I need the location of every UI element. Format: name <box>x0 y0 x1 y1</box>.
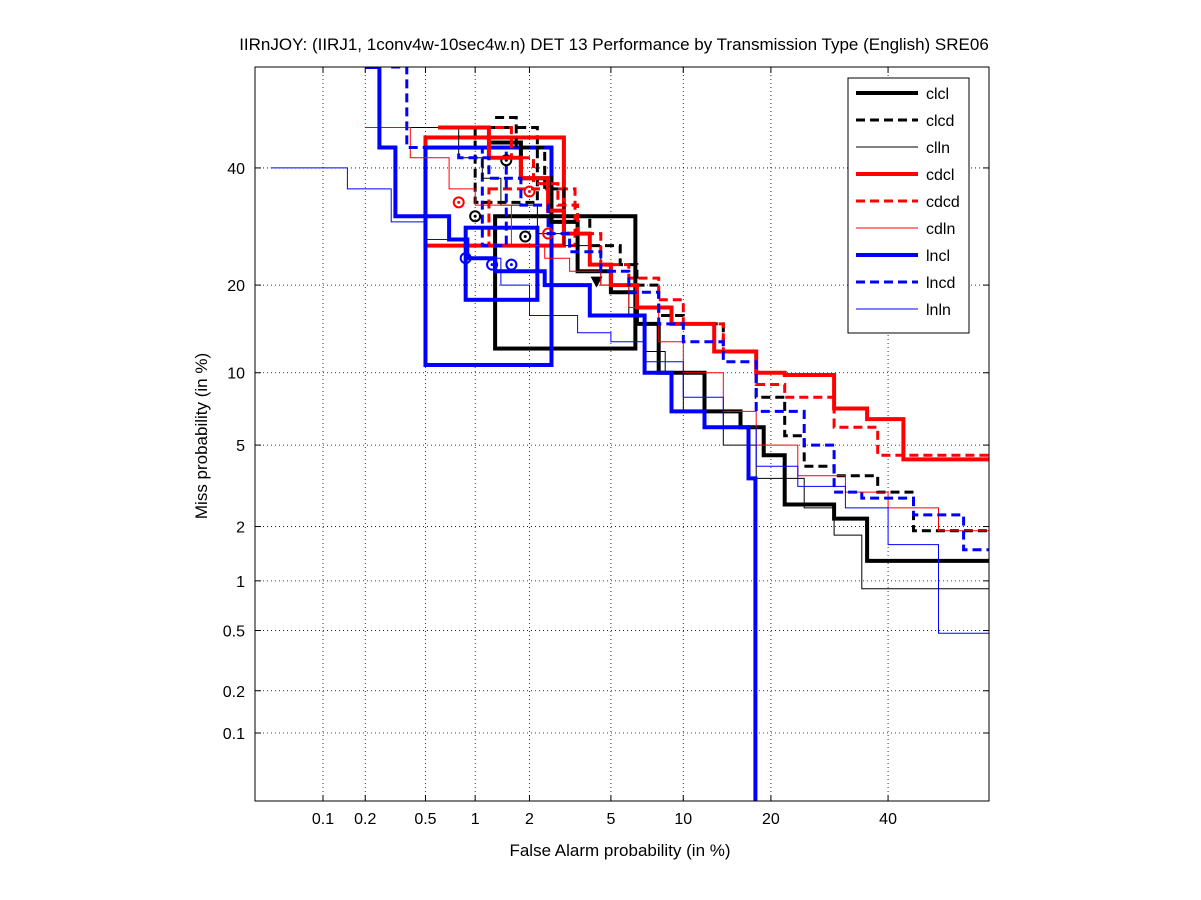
eer-marker-clcl <box>590 276 603 288</box>
y-axis-label: Miss probability (in %) <box>192 353 211 519</box>
dcf-point-center-lncl <box>464 256 468 260</box>
dcf-point-cdcd <box>523 185 536 198</box>
dcf-point-center-clcl <box>523 235 527 239</box>
y-tick-label: 0.2 <box>223 684 245 701</box>
dcf-point-lncd <box>486 258 499 271</box>
dcf-point-lnln <box>505 258 518 271</box>
x-tick-label: 40 <box>879 811 897 828</box>
x-tick-label: 5 <box>606 811 615 828</box>
dcf-point-clln <box>469 210 482 223</box>
legend: clcl clcd clln cdcl cdcd cdln lncl lncd lnln <box>847 77 970 334</box>
y-tick-label: 40 <box>227 161 245 178</box>
legend-label: clcl <box>926 86 949 103</box>
y-tick-label: 0.5 <box>223 624 245 641</box>
series-line-lncd <box>391 67 989 552</box>
dcf-point-clcl <box>519 230 532 243</box>
x-tick-label: 0.5 <box>414 811 436 828</box>
x-axis-label: False Alarm probability (in %) <box>509 841 730 860</box>
series-line-clcd <box>495 116 989 533</box>
ci-box-lncd <box>480 146 508 248</box>
dcf-point-center-lnln <box>509 263 513 267</box>
legend-label: clln <box>926 140 950 157</box>
dcf-point-center-cdcd <box>527 190 531 194</box>
legend-label: lncd <box>926 275 955 292</box>
series-line-cdcd <box>495 126 989 457</box>
legend-label: clcd <box>926 113 954 130</box>
series-layer <box>270 67 989 801</box>
dcf-point-center-lncd <box>490 263 494 267</box>
y-tick-label: 10 <box>227 366 245 383</box>
dcf-point-center-cdln <box>457 200 461 204</box>
y-tick-label: 0.1 <box>223 726 245 743</box>
legend-label: cdcl <box>926 167 954 184</box>
dcf-point-center-clln <box>473 214 477 218</box>
x-tick-label: 1 <box>471 811 480 828</box>
dcf-point-clcd <box>500 154 513 167</box>
series-line-cdln <box>365 127 989 532</box>
y-tick-label: 2 <box>236 520 245 537</box>
x-tick-label: 10 <box>674 811 692 828</box>
y-tick-label: 20 <box>227 278 245 295</box>
legend-label: lnln <box>926 302 951 319</box>
x-tick-label: 20 <box>762 811 780 828</box>
y-tick-label: 1 <box>236 574 245 591</box>
legend-label: cdcd <box>926 194 960 211</box>
x-tick-label: 0.2 <box>354 811 376 828</box>
series-line-lnln <box>270 167 989 634</box>
legend-label: lncl <box>926 248 950 265</box>
x-tick-label: 0.1 <box>312 811 334 828</box>
chart-title: IIRnJOY: (IIRJ1, 1conv4w-10sec4w.n) DET … <box>239 35 989 54</box>
x-tick-label: 2 <box>525 811 534 828</box>
dcf-point-cdln <box>452 196 465 209</box>
plot-area-frame <box>254 66 990 802</box>
axis-ticks: 0.1 0.2 0.5 1 2 5 10 20 40 0.1 0.2 0.5 1 2 5 10 20 40 <box>223 67 989 828</box>
legend-label: cdln <box>926 221 955 238</box>
series-line-lncl <box>365 67 758 801</box>
legend-box <box>847 77 970 334</box>
y-tick-label: 5 <box>236 438 245 455</box>
